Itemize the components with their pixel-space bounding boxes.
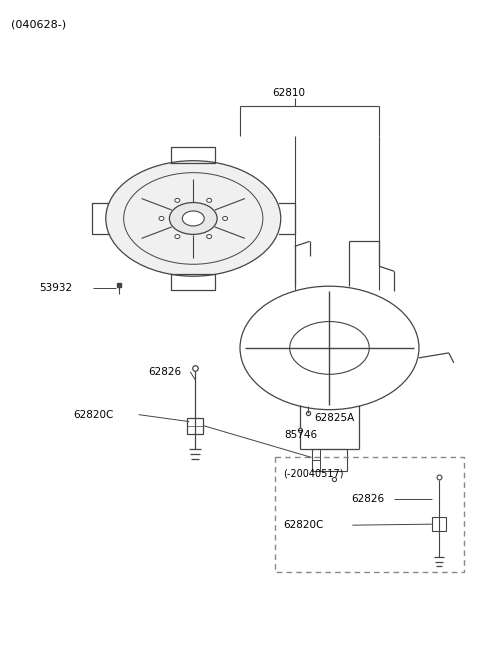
Text: 62826: 62826 (148, 367, 181, 377)
Ellipse shape (159, 216, 164, 221)
Bar (187, 418, 203, 434)
Ellipse shape (207, 234, 212, 238)
Text: 85746: 85746 (285, 430, 318, 440)
Ellipse shape (106, 160, 281, 276)
Text: 62825A: 62825A (314, 413, 355, 422)
Text: 62810: 62810 (272, 88, 305, 98)
Ellipse shape (207, 198, 212, 202)
Ellipse shape (169, 202, 217, 234)
Ellipse shape (175, 198, 180, 202)
Ellipse shape (223, 216, 228, 221)
Ellipse shape (175, 234, 180, 238)
Text: 62820C: 62820C (73, 409, 113, 420)
Text: (-20040517): (-20040517) (283, 468, 343, 478)
Bar (432, 517, 446, 531)
Text: 53932: 53932 (39, 283, 72, 293)
Text: (040628-): (040628-) (12, 19, 66, 29)
Text: 62820C: 62820C (283, 520, 323, 530)
Text: 62826: 62826 (351, 495, 384, 504)
Ellipse shape (182, 211, 204, 226)
Bar (312, 449, 348, 472)
